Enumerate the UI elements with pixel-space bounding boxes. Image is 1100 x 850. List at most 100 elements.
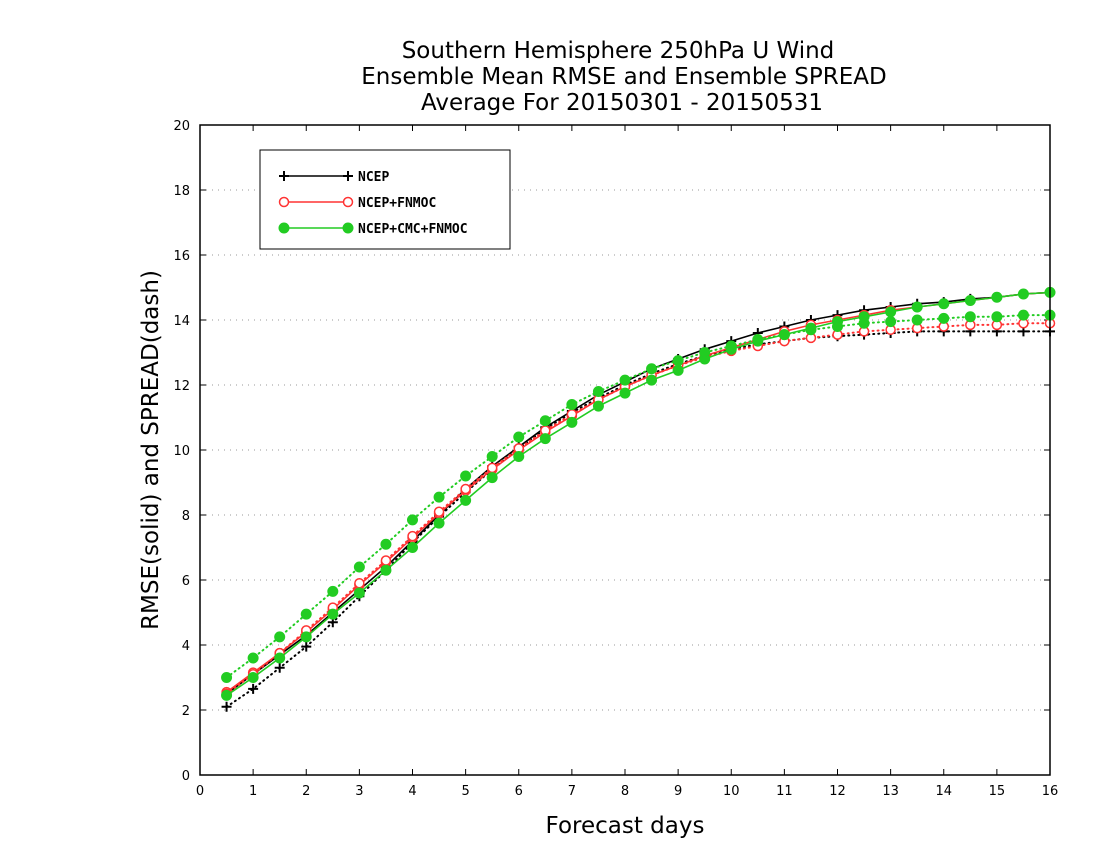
x-tick-label: 9: [674, 784, 682, 799]
spread-point: [433, 491, 445, 503]
spread-point: [672, 355, 684, 367]
y-tick-label: 16: [173, 249, 190, 264]
x-tick-label: 16: [1042, 784, 1059, 799]
series-layer: [221, 286, 1056, 712]
spread-point: [486, 451, 498, 462]
rmse-point: [433, 517, 445, 529]
title-line-2: Ensemble Mean RMSE and Ensemble SPREAD: [361, 64, 886, 90]
legend-marker: [278, 222, 290, 234]
rmse-point: [247, 672, 259, 683]
series-ncep-fnmoc: [221, 287, 1056, 699]
legend-marker: [279, 171, 289, 181]
spread-point: [274, 631, 286, 643]
spread-point: [460, 483, 471, 495]
rmse-point: [592, 400, 604, 412]
x-tick-label: 4: [408, 784, 416, 799]
spread-point: [646, 363, 658, 375]
spread-point: [353, 561, 365, 573]
y-tick-label: 14: [173, 314, 190, 329]
plot-frame: [199, 124, 1051, 776]
series-ncep: [221, 287, 1055, 712]
x-tick-label: 11: [776, 784, 793, 799]
spread-point: [858, 317, 870, 329]
spread-point: [327, 585, 339, 597]
y-tick-label: 4: [182, 639, 190, 654]
y-axis-label: RMSE(solid) and SPREAD(dash): [138, 270, 164, 630]
rmse-line: [226, 291, 1051, 695]
legend-marker: [342, 196, 354, 208]
legend-item: NCEP+CMC+FNMOC: [278, 222, 468, 237]
spread-point: [991, 311, 1003, 323]
y-tick-label: 2: [182, 704, 190, 719]
x-tick-label: 2: [302, 784, 310, 799]
y-tick-label: 20: [173, 119, 190, 134]
spread-point: [380, 555, 392, 566]
rmse-point: [911, 301, 923, 313]
rmse-point: [300, 631, 312, 643]
rmse-point: [460, 494, 472, 506]
spread-point: [248, 683, 259, 694]
x-tick-label: 6: [515, 784, 523, 799]
legend-marker: [342, 222, 354, 234]
y-tick-label: 8: [182, 509, 190, 524]
x-tick-label: 14: [935, 784, 952, 799]
x-tick-label: 15: [989, 784, 1006, 799]
rmse-point: [407, 542, 418, 553]
spread-point: [964, 311, 976, 323]
spread-point: [566, 399, 578, 410]
spread-point: [221, 672, 233, 683]
x-tick-label: 7: [568, 784, 576, 799]
title-line-1: Southern Hemisphere 250hPa U Wind: [402, 38, 835, 64]
y-tick-label: 10: [173, 444, 190, 459]
y-tick-label: 0: [182, 769, 190, 784]
x-tick-label: 1: [249, 784, 257, 799]
legend-item: NCEP+FNMOC: [278, 196, 436, 211]
chart-title: Southern Hemisphere 250hPa U Wind Ensemb…: [361, 38, 886, 116]
x-tick-label: 3: [355, 784, 363, 799]
spread-point: [380, 538, 392, 550]
spread-point: [247, 652, 259, 664]
rmse-point: [938, 298, 950, 310]
spread-point: [1017, 309, 1029, 321]
series-ncep-cmc-fnmoc: [221, 286, 1056, 701]
rmse-point: [672, 364, 684, 376]
spread-point: [699, 347, 711, 358]
spread-point: [752, 334, 764, 345]
legend-item: NCEP: [279, 170, 389, 185]
rmse-point: [964, 295, 976, 306]
spread-point: [513, 431, 525, 443]
legend-marker: [343, 171, 353, 181]
rmse-line: [226, 291, 1051, 697]
title-line-3: Average For 20150301 - 20150531: [421, 90, 823, 116]
rmse-point: [619, 387, 631, 399]
x-tick-label: 12: [829, 784, 846, 799]
spread-point: [460, 470, 472, 482]
spread-point: [725, 340, 737, 352]
spread-point: [407, 514, 418, 526]
rmse-point: [327, 608, 339, 620]
rmse-point: [380, 564, 392, 576]
spread-line: [225, 314, 1051, 679]
spread-point: [433, 506, 445, 517]
x-tick-label: 8: [621, 784, 629, 799]
rmse-point: [221, 689, 233, 701]
rmse-point: [991, 291, 1003, 303]
rmse-point: [274, 652, 286, 664]
rmse-point: [513, 451, 525, 462]
x-tick-label: 10: [723, 784, 740, 799]
spread-point: [832, 321, 843, 332]
spread-line: [225, 330, 1051, 708]
spread-point: [300, 608, 312, 620]
legend-label: NCEP+FNMOC: [358, 196, 436, 211]
spread-point: [938, 312, 950, 324]
x-tick-label: 0: [196, 784, 204, 799]
spread-point: [911, 314, 923, 326]
legend-label: NCEP+CMC+FNMOC: [358, 222, 468, 237]
y-tick-label: 18: [173, 184, 190, 199]
rmse-point: [539, 433, 551, 445]
grid: [200, 189, 1050, 711]
y-tick-label: 6: [182, 574, 190, 589]
rmse-point: [646, 374, 658, 386]
spread-point: [354, 578, 365, 589]
legend-label: NCEP: [358, 170, 389, 185]
